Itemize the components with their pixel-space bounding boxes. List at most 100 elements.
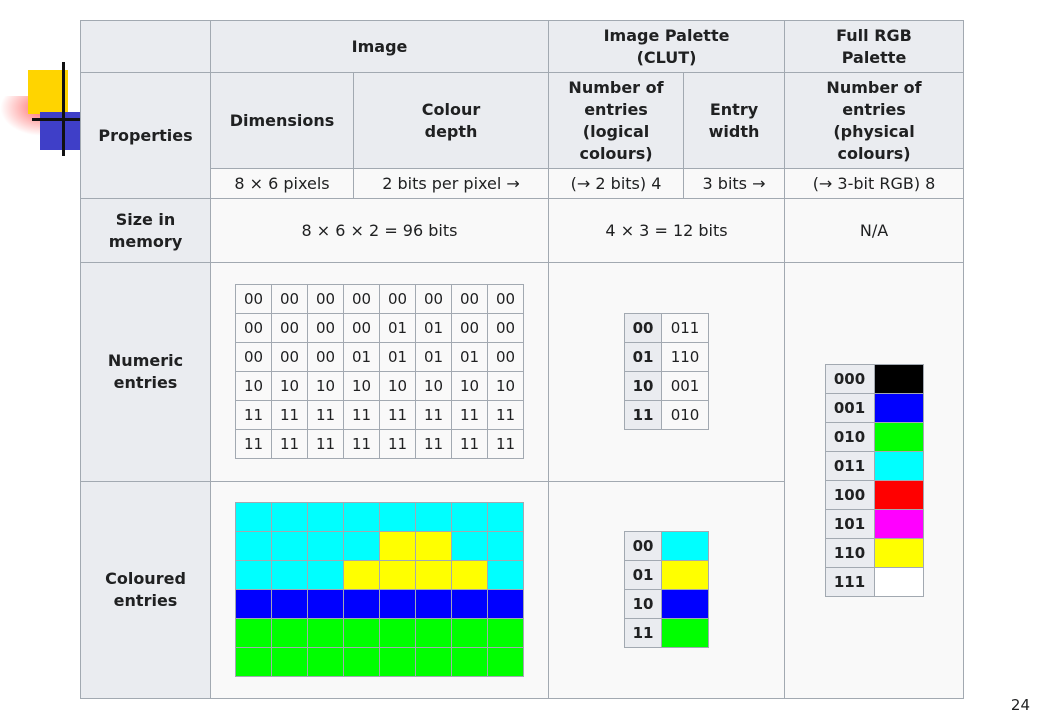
colour-pixel <box>451 531 488 562</box>
decorative-yellow-square <box>28 70 68 114</box>
rgb-swatch <box>873 422 924 453</box>
clut-index: 10 <box>624 371 663 402</box>
pixel-value: 00 <box>487 313 524 344</box>
rgb-index: 111 <box>824 567 875 598</box>
rgb-palette-table: 000 001 010 011 100 101 110 111 <box>824 364 924 598</box>
rgb-swatch <box>873 451 924 482</box>
clut-index: 01 <box>624 342 663 373</box>
coloured-clut-table: 00 01 10 11 <box>624 531 710 649</box>
header-full-rgb-palette: Full RGB Palette <box>784 19 965 74</box>
pixel-value: 00 <box>451 284 488 315</box>
size-image: 8 × 6 × 2 = 96 bits <box>209 198 550 264</box>
rgb-swatch <box>873 364 924 395</box>
colour-pixel <box>487 531 524 562</box>
rgb-row: 100 <box>824 480 924 511</box>
colour-pixel <box>487 589 524 620</box>
rgb-index: 001 <box>824 393 875 424</box>
header-colour-depth: Colour depth <box>352 72 550 170</box>
colour-pixel <box>235 560 272 591</box>
rgb-swatch <box>873 509 924 540</box>
colour-pixel <box>415 647 452 678</box>
rgb-index: 100 <box>824 480 875 511</box>
pixel-value: 00 <box>343 284 380 315</box>
size-rgb: N/A <box>784 198 965 264</box>
header-properties: Properties <box>80 72 211 200</box>
clut-colour-swatch <box>661 531 710 562</box>
pixel-value: 10 <box>487 371 524 402</box>
value-entry-width: 3 bits → <box>683 168 786 200</box>
colour-pixel <box>343 618 380 649</box>
colour-pixel <box>451 502 488 533</box>
colour-pixel <box>379 589 416 620</box>
rgb-row: 111 <box>824 567 924 598</box>
value-clut-entries: (→ 2 bits) 4 <box>548 168 685 200</box>
pixel-value: 10 <box>451 371 488 402</box>
pixel-value: 00 <box>307 313 344 344</box>
pixel-value: 10 <box>415 371 452 402</box>
pixel-value: 11 <box>307 429 344 460</box>
colour-row <box>235 618 524 649</box>
colour-pixel <box>307 560 344 591</box>
colour-pixel <box>307 531 344 562</box>
colour-pixel <box>415 618 452 649</box>
pixel-value: 11 <box>379 400 416 431</box>
colour-pixel <box>271 647 308 678</box>
pixel-row: 11 11 11 11 11 11 11 11 <box>235 400 524 431</box>
decorative-vertical-line <box>62 62 65 156</box>
clut-row: 10 001 <box>624 371 710 402</box>
numeric-clut-table: 00 011 01 110 10 001 11 010 <box>624 313 710 431</box>
clut-row: 01 110 <box>624 342 710 373</box>
pixel-row: 00 00 00 00 00 00 00 00 <box>235 284 524 315</box>
pixel-value: 00 <box>235 342 272 373</box>
pixel-row: 00 00 00 00 01 01 00 00 <box>235 313 524 344</box>
size-clut: 4 × 3 = 12 bits <box>548 198 786 264</box>
colour-row <box>235 560 524 591</box>
pixel-value: 11 <box>271 429 308 460</box>
clut-colour-row: 00 <box>624 531 710 562</box>
clut-row: 00 011 <box>624 313 710 344</box>
pixel-value: 01 <box>379 313 416 344</box>
pixel-value: 11 <box>235 429 272 460</box>
pixel-value: 00 <box>235 313 272 344</box>
clut-colour-index: 00 <box>624 531 663 562</box>
colour-pixel <box>379 618 416 649</box>
rgb-index: 101 <box>824 509 875 540</box>
rgb-row: 010 <box>824 422 924 453</box>
clut-colour-swatch <box>661 560 710 591</box>
colour-pixel <box>379 502 416 533</box>
pixel-value: 11 <box>379 429 416 460</box>
header-image-palette: Image Palette (CLUT) <box>548 19 786 74</box>
colour-pixel <box>271 560 308 591</box>
colour-pixel <box>307 589 344 620</box>
pixel-value: 10 <box>235 371 272 402</box>
header-numeric-entries: Numeric entries <box>80 262 211 482</box>
numeric-pixel-table: 00 00 00 00 00 00 00 00 00 00 00 00 01 01 00 00 00 00 00 01… <box>235 284 524 460</box>
numeric-clut-cell: 00 011 01 110 10 001 11 010 <box>548 262 786 482</box>
pixel-row: 11 11 11 11 11 11 11 11 <box>235 429 524 460</box>
clut-colour-row: 10 <box>624 589 710 620</box>
value-dimensions: 8 × 6 pixels <box>210 168 354 200</box>
colour-pixel <box>451 560 488 591</box>
colour-pixel <box>487 502 524 533</box>
header-entry-width: Entry width <box>683 72 786 170</box>
pixel-value: 10 <box>307 371 344 402</box>
colour-pixel <box>235 531 272 562</box>
header-clut-entries: Number of entries (logical colours) <box>548 72 685 170</box>
pixel-value: 01 <box>415 342 452 373</box>
clut-value: 110 <box>661 342 710 373</box>
clut-colour-index: 01 <box>624 560 663 591</box>
rgb-row: 011 <box>824 451 924 482</box>
pixel-value: 10 <box>343 371 380 402</box>
clut-colour-row: 01 <box>624 560 710 591</box>
colour-pixel <box>415 560 452 591</box>
indexed-colour-table: Image Image Palette (CLUT) Full RGB Pale… <box>80 19 965 700</box>
pixel-value: 11 <box>415 429 452 460</box>
pixel-value: 01 <box>415 313 452 344</box>
colour-pixel <box>307 618 344 649</box>
clut-index: 11 <box>624 400 663 431</box>
colour-pixel <box>343 531 380 562</box>
clut-row: 11 010 <box>624 400 710 431</box>
clut-value: 001 <box>661 371 710 402</box>
clut-colour-row: 11 <box>624 618 710 649</box>
clut-value: 010 <box>661 400 710 431</box>
